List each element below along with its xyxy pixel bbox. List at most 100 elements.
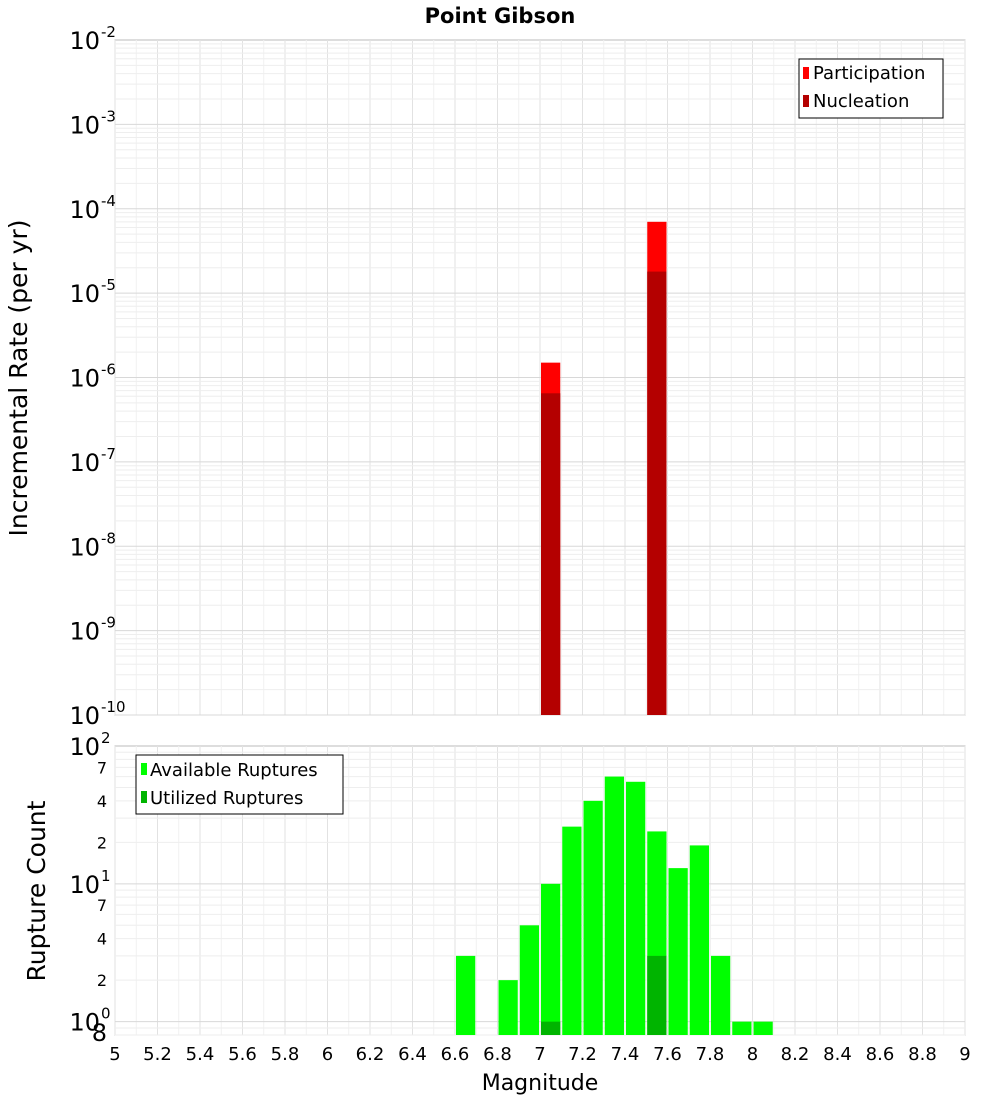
y-tick-label: 10 -10 — [69, 698, 125, 730]
y-tick-base: 10 — [69, 196, 100, 224]
nucleation-bar — [647, 271, 667, 715]
available-ruptures-bar — [541, 883, 561, 1035]
y-tick-label: 10 -8 — [69, 529, 116, 561]
y-tick-exponent: 1 — [101, 867, 111, 885]
rate-y-axis-label: Incremental Rate (per yr) — [4, 220, 33, 537]
y-tick-label: 10 1 — [69, 867, 110, 899]
x-tick-label: 7.8 — [696, 1044, 725, 1065]
magnitude-x-ticks: 5 5.2 5.4 5.6 5.8 6 6.2 6.4 6.6 6.8 7 7.2 7.4 7.6 7.8 8… — [109, 1044, 970, 1065]
count-bars — [456, 776, 773, 1035]
legend-swatch-available — [141, 763, 147, 775]
x-tick-label: 8 — [747, 1044, 758, 1065]
y-tick-exponent: -2 — [101, 23, 116, 41]
y-minor-tick-label: 2 — [97, 833, 107, 852]
count-legend: Available Ruptures Utilized Ruptures — [135, 754, 344, 815]
y-tick-exponent: -10 — [101, 698, 126, 716]
x-axis-label: Magnitude — [482, 1071, 599, 1096]
x-tick-label: 8.2 — [781, 1044, 810, 1065]
nucleation-bar — [541, 393, 561, 715]
x-tick-label: 7 — [534, 1044, 545, 1065]
count-y-axis-label: Rupture Count — [22, 800, 51, 981]
y-tick-base: 10 — [69, 449, 100, 477]
y-tick-base: 10 — [69, 533, 100, 561]
legend-label-participation: Participation — [813, 63, 925, 84]
y-tick-exponent: 0 — [101, 1005, 111, 1023]
y-minor-tick-label: 4 — [97, 792, 107, 811]
x-tick-label: 5.6 — [228, 1044, 257, 1065]
y-tick-label: 10 -9 — [69, 614, 116, 646]
x-tick-label: 7.6 — [653, 1044, 682, 1065]
x-tick-label: 8.8 — [908, 1044, 937, 1065]
y-minor-tick-label: 4 — [97, 930, 107, 949]
available-ruptures-bar — [732, 1021, 752, 1035]
y-tick-base: 10 — [69, 618, 100, 646]
legend-label-nucleation: Nucleation — [813, 91, 909, 112]
utilized-ruptures-bar — [647, 955, 667, 1035]
available-ruptures-bar — [753, 1021, 773, 1035]
y-tick-exponent: -7 — [101, 445, 116, 463]
y-tick-base: 10 — [69, 111, 100, 139]
legend-swatch-participation — [803, 67, 809, 79]
y-tick-base: 10 — [69, 1009, 100, 1037]
available-ruptures-bar — [711, 955, 731, 1035]
y-tick-label: 10 2 — [69, 729, 110, 761]
y-tick-label: 10 -5 — [69, 276, 116, 308]
y-tick-label: 10 -6 — [69, 361, 116, 393]
y-tick-label: 10 -3 — [69, 107, 116, 139]
y-tick-label: 10 -4 — [69, 192, 116, 224]
y-tick-label: 10 0 — [69, 1005, 110, 1037]
x-tick-label: 6.2 — [356, 1044, 385, 1065]
y-minor-tick-label: 7 — [97, 896, 107, 915]
available-ruptures-bar — [456, 955, 476, 1035]
x-tick-label: 5.4 — [186, 1044, 215, 1065]
x-tick-label: 6.4 — [398, 1044, 427, 1065]
available-ruptures-bar — [689, 845, 709, 1035]
y-tick-base: 10 — [69, 365, 100, 393]
available-ruptures-bar — [562, 826, 582, 1035]
y-tick-exponent: -6 — [101, 361, 116, 379]
y-tick-base: 10 — [69, 27, 100, 55]
y-tick-exponent: 2 — [101, 729, 111, 747]
x-tick-label: 5.2 — [143, 1044, 172, 1065]
x-tick-label: 7.2 — [568, 1044, 597, 1065]
y-tick-base: 10 — [69, 733, 100, 761]
x-tick-label: 9 — [959, 1044, 970, 1065]
rate-grid — [114, 40, 966, 716]
available-ruptures-bar — [668, 868, 688, 1035]
y-tick-base: 10 — [69, 871, 100, 899]
y-tick-exponent: -8 — [101, 529, 116, 547]
legend-label-available: Available Ruptures — [150, 760, 318, 781]
x-tick-label: 6.6 — [441, 1044, 470, 1065]
available-ruptures-bar — [519, 925, 539, 1035]
y-tick-exponent: -5 — [101, 276, 116, 294]
x-tick-label: 8.4 — [823, 1044, 852, 1065]
x-tick-label: 6 — [322, 1044, 333, 1065]
y-tick-label: 10 -2 — [69, 23, 116, 55]
y-tick-exponent: -9 — [101, 614, 116, 632]
count-legend-box — [135, 754, 344, 815]
rate-y-ticks: 10-210-310-410-510-610-710-810-910-10 — [69, 23, 125, 730]
y-tick-base: 10 — [69, 280, 100, 308]
available-ruptures-bar — [604, 776, 624, 1035]
rate-chart-panel: 10-210-310-410-510-610-710-810-910-10 In… — [4, 23, 966, 730]
x-tick-label: 7.4 — [611, 1044, 640, 1065]
rate-bars — [541, 221, 667, 715]
y-tick-label: 10 -7 — [69, 445, 116, 477]
available-ruptures-bar — [498, 980, 518, 1035]
chart-title: Point Gibson — [425, 4, 576, 28]
y-tick-base: 10 — [69, 702, 100, 730]
x-tick-label: 6.8 — [483, 1044, 512, 1065]
y-tick-exponent: -4 — [101, 192, 116, 210]
rate-legend-box — [798, 58, 944, 119]
rate-legend: Participation Nucleation — [798, 58, 944, 119]
legend-swatch-nucleation — [803, 95, 809, 107]
x-tick-label: 5 — [109, 1044, 120, 1065]
y-minor-tick-label: 2 — [97, 971, 107, 990]
x-tick-label: 8.6 — [866, 1044, 895, 1065]
available-ruptures-bar — [626, 781, 646, 1035]
legend-label-utilized: Utilized Ruptures — [150, 788, 303, 809]
y-minor-tick-label: 7 — [97, 758, 107, 777]
